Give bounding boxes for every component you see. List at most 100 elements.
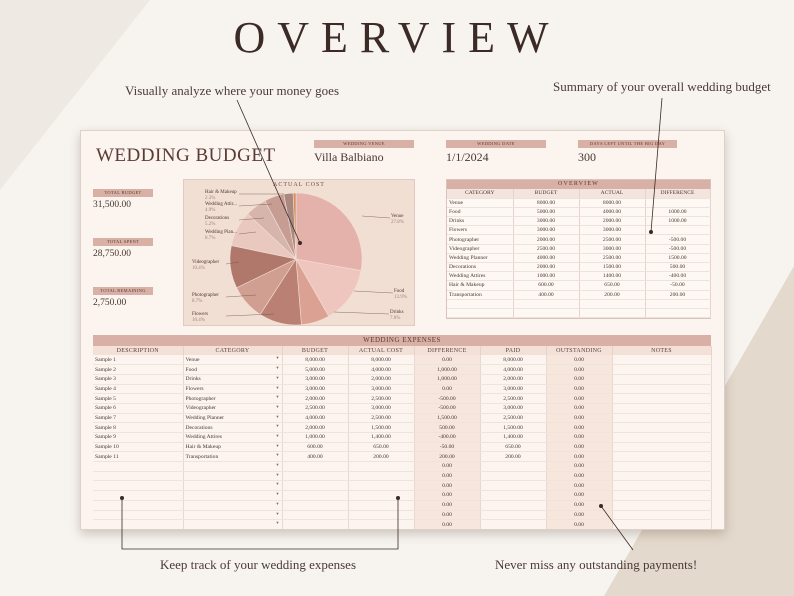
expense-cell[interactable] [612,374,712,385]
category-dropdown[interactable]: Hair & Makeup ▼ [183,442,283,453]
expense-cell[interactable]: 1,000.00 [414,374,481,385]
expense-cell[interactable] [480,461,547,472]
expense-cell[interactable]: 0.00 [414,490,481,501]
expense-cell[interactable]: 500.00 [414,422,481,433]
dropdown-arrow-icon[interactable]: ▼ [275,384,280,390]
category-dropdown[interactable]: ▼ [183,490,283,501]
expense-cell[interactable]: -500.00 [414,403,481,414]
expense-cell[interactable]: Sample 11 [93,451,184,463]
category-dropdown[interactable]: ▼ [183,519,283,529]
expense-cell[interactable] [612,442,712,453]
expense-cell[interactable]: 0.00 [546,403,613,414]
expense-cell[interactable]: 1,500.00 [348,422,415,433]
expense-cell[interactable]: 2,500.00 [282,403,349,414]
expense-cell[interactable] [93,500,184,511]
expense-cell[interactable] [612,432,712,443]
expense-cell[interactable] [612,355,712,366]
expense-cell[interactable] [612,364,712,375]
expense-cell[interactable] [612,519,712,529]
expense-cell[interactable] [612,403,712,414]
expense-cell[interactable]: 2,000.00 [480,374,547,385]
expense-cell[interactable]: 0.00 [546,490,613,501]
category-dropdown[interactable]: Venue ▼ [183,355,283,366]
expense-cell[interactable] [93,480,184,492]
expense-cell[interactable]: Sample 4 [93,384,184,395]
expense-cell[interactable]: 0.00 [414,471,481,482]
expense-cell[interactable] [93,510,184,521]
expense-cell[interactable]: 0.00 [546,384,613,395]
expense-cell[interactable]: Sample 5 [93,393,184,404]
category-dropdown[interactable]: ▼ [183,500,283,511]
expense-cell[interactable] [612,384,712,395]
expense-cell[interactable] [612,480,712,492]
expense-cell[interactable] [480,480,547,492]
expense-cell[interactable] [282,490,349,501]
expense-cell[interactable]: 2,000.00 [282,393,349,404]
category-dropdown[interactable]: Videographer ▼ [183,403,283,414]
expense-cell[interactable] [480,519,547,529]
date-value[interactable]: 1/1/2024 [446,150,489,164]
expense-cell[interactable]: 0.00 [546,510,613,521]
expense-cell[interactable] [93,471,184,482]
expense-cell[interactable]: -500.00 [414,393,481,404]
dropdown-arrow-icon[interactable]: ▼ [275,394,280,400]
expense-cell[interactable]: 3,000.00 [480,384,547,395]
expense-cell[interactable]: 1,500.00 [414,413,481,424]
category-dropdown[interactable]: Drinks ▼ [183,374,283,385]
expense-cell[interactable] [282,500,349,511]
expense-cell[interactable]: 0.00 [546,442,613,453]
expense-cell[interactable]: 650.00 [480,442,547,453]
expense-cell[interactable]: 4,000.00 [480,364,547,375]
expense-cell[interactable] [282,519,349,529]
expense-cell[interactable]: 200.00 [414,451,481,463]
expense-cell[interactable] [93,490,184,501]
expense-cell[interactable] [348,461,415,472]
expense-cell[interactable]: 8,000.00 [282,355,349,366]
expense-cell[interactable]: 0.00 [546,471,613,482]
expense-cell[interactable]: 2,000.00 [282,422,349,433]
dropdown-arrow-icon[interactable]: ▼ [275,365,280,371]
dropdown-arrow-icon[interactable]: ▼ [275,403,280,409]
expense-cell[interactable]: 0.00 [546,461,613,472]
expense-cell[interactable]: -400.00 [414,432,481,443]
expense-cell[interactable] [282,471,349,482]
expense-cell[interactable]: 0.00 [414,461,481,472]
expense-cell[interactable]: 2,500.00 [348,393,415,404]
expense-cell[interactable] [612,413,712,424]
category-dropdown[interactable]: Transportation ▼ [183,451,283,463]
category-dropdown[interactable]: ▼ [183,480,283,492]
expense-cell[interactable] [348,500,415,511]
expense-cell[interactable] [93,519,184,529]
expense-cell[interactable]: 5,000.00 [282,364,349,375]
expense-cell[interactable]: Sample 7 [93,413,184,424]
category-dropdown[interactable]: Wedding Planner ▼ [183,413,283,424]
expense-cell[interactable]: 2,500.00 [480,393,547,404]
expense-cell[interactable]: 1,000.00 [414,364,481,375]
expense-cell[interactable] [480,500,547,511]
dropdown-arrow-icon[interactable]: ▼ [275,413,280,419]
expense-cell[interactable]: 0.00 [414,480,481,492]
expense-cell[interactable] [93,461,184,472]
expense-cell[interactable]: 3,000.00 [282,374,349,385]
expense-cell[interactable]: Sample 8 [93,422,184,433]
expense-cell[interactable]: 200.00 [348,451,415,463]
expense-cell[interactable]: 0.00 [414,519,481,529]
expense-cell[interactable]: 4,000.00 [282,413,349,424]
expense-cell[interactable] [612,490,712,501]
expense-cell[interactable]: 3,000.00 [348,384,415,395]
expense-cell[interactable]: 400.00 [282,451,349,463]
dropdown-arrow-icon[interactable]: ▼ [275,433,280,438]
expense-cell[interactable]: 0.00 [546,451,613,463]
expense-cell[interactable]: 0.00 [546,500,613,511]
expense-cell[interactable]: 0.00 [546,422,613,433]
category-dropdown[interactable]: ▼ [183,510,283,521]
expense-cell[interactable]: 2,500.00 [348,413,415,424]
expense-cell[interactable] [480,490,547,501]
expense-cell[interactable]: 600.00 [282,442,349,453]
expense-cell[interactable]: Sample 2 [93,364,184,375]
expense-cell[interactable]: Sample 9 [93,432,184,443]
category-dropdown[interactable]: ▼ [183,461,283,472]
dropdown-arrow-icon[interactable]: ▼ [275,442,280,448]
expense-cell[interactable] [348,490,415,501]
expense-cell[interactable]: 0.00 [546,374,613,385]
